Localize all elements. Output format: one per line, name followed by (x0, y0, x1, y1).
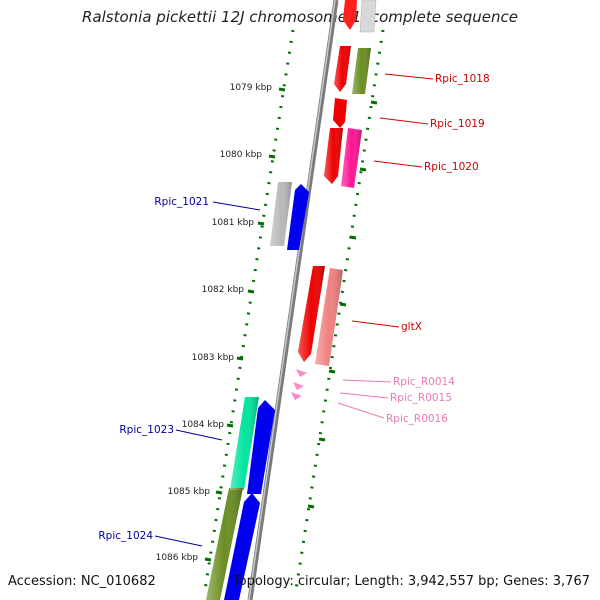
gene-label-rpic-1020[interactable]: Rpic_1020 (424, 161, 479, 173)
kbp-label: 1080 kbp (220, 150, 263, 160)
gene-label-rpic-1019[interactable]: Rpic_1019 (430, 118, 485, 130)
accession-label: Accession: NC_010682 (8, 574, 156, 589)
kbp-label: 1079 kbp (230, 83, 273, 93)
gene-label-rpic-r0015[interactable]: Rpic_R0015 (390, 392, 452, 404)
trna-feature (291, 392, 302, 400)
gene-feature-top-grey (359, 0, 377, 33)
gene-label-rpic-r0016[interactable]: Rpic_R0016 (386, 413, 448, 425)
kbp-labels: 1079 kbp 1080 kbp 1081 kbp 1082 kbp 1083… (156, 83, 273, 563)
gene-label-rpic-1023[interactable]: Rpic_1023 (119, 424, 174, 436)
gene-feature-blue (224, 493, 260, 600)
gene-feature-red (333, 98, 347, 128)
gene-feature-top-red (343, 0, 357, 30)
gene-label-rpic-1018[interactable]: Rpic_1018 (435, 73, 490, 85)
kbp-label: 1083 kbp (192, 353, 235, 363)
kbp-label: 1084 kbp (182, 420, 225, 430)
gene-label-rpic-1021[interactable]: Rpic_1021 (154, 196, 209, 208)
topology-summary: Topology: circular; Length: 3,942,557 bp… (232, 574, 590, 589)
kbp-label: 1082 kbp (202, 285, 245, 295)
kbp-label: 1086 kbp (156, 553, 199, 563)
chromosome-backbone-highlight (248, 0, 336, 600)
trna-feature (293, 382, 304, 390)
map-title: Ralstonia pickettii 12J chromosome 1, co… (82, 8, 518, 26)
gene-label-rpic-r0014[interactable]: Rpic_R0014 (393, 376, 455, 388)
kbp-ticks (204, 87, 378, 562)
kbp-label: 1081 kbp (212, 218, 255, 228)
gene-label-gltx[interactable]: gltX (401, 321, 422, 333)
callout-lines (154, 73, 434, 547)
gene-features (206, 0, 377, 600)
kbp-label: 1085 kbp (168, 487, 211, 497)
gene-feature-blue (247, 400, 275, 494)
chromosome-backbone (247, 0, 339, 600)
trna-feature (296, 369, 307, 377)
gene-feature-blue (287, 184, 309, 250)
gene-label-rpic-1024[interactable]: Rpic_1024 (98, 530, 153, 542)
